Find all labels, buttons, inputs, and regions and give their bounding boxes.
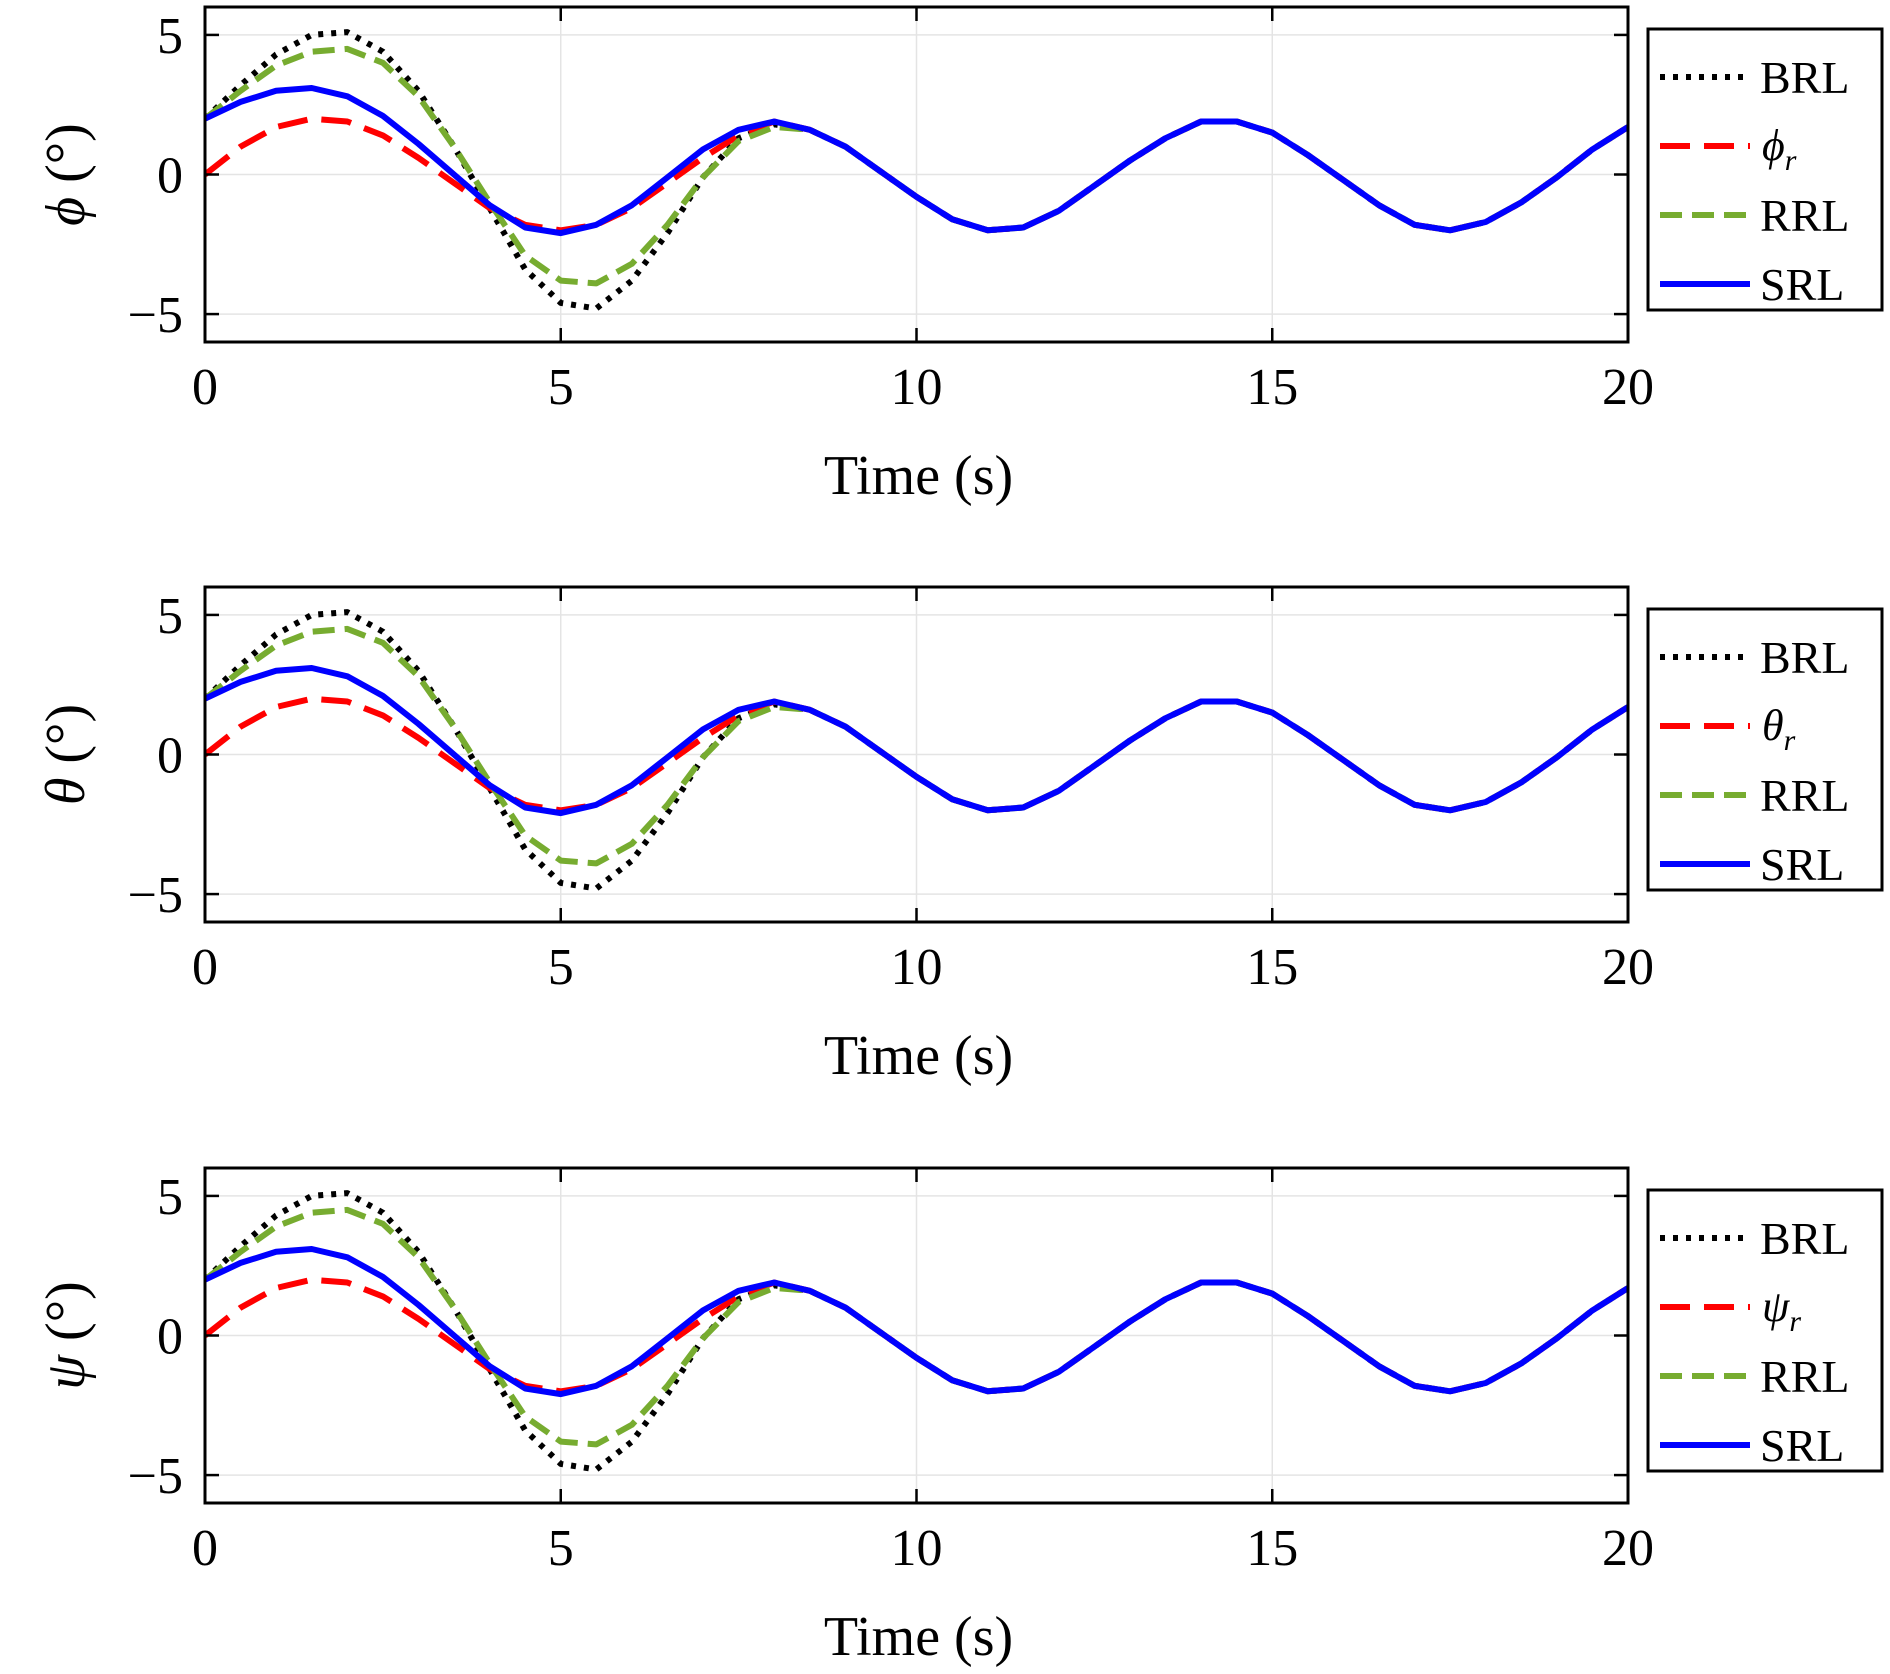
series-line-srl bbox=[205, 665, 1628, 817]
legend-label: SRL bbox=[1760, 259, 1844, 310]
y-axis-label-symbol: θ bbox=[35, 764, 97, 806]
y-axis-label-symbol: ψ bbox=[35, 1341, 97, 1390]
legend: BRL ϕr RRL SRL bbox=[1646, 27, 1884, 312]
series-group bbox=[205, 29, 1628, 312]
x-tick-label: 20 bbox=[1602, 939, 1654, 996]
y-axis-label-symbol: ϕ bbox=[35, 183, 97, 226]
legend-label: ϕr bbox=[1762, 121, 1797, 177]
legend-label: SRL bbox=[1760, 839, 1844, 890]
x-tick-label: 0 bbox=[192, 359, 218, 416]
series-line-srl bbox=[205, 1246, 1628, 1398]
y-tick-label: 5 bbox=[157, 8, 183, 65]
series-line-srl bbox=[205, 85, 1628, 237]
x-tick-label: 15 bbox=[1246, 359, 1298, 416]
legend-label-symbol: ψ bbox=[1762, 1282, 1790, 1331]
x-tick-label: 0 bbox=[192, 939, 218, 996]
legend: BRL ψr RRL SRL bbox=[1646, 1188, 1884, 1473]
y-tick-label: 5 bbox=[157, 1169, 183, 1226]
x-tick-label: 5 bbox=[548, 939, 574, 996]
legend-label-subscript: r bbox=[1785, 144, 1797, 177]
legend-label-subscript: r bbox=[1789, 1305, 1801, 1338]
legend-label: BRL bbox=[1760, 1213, 1849, 1264]
series-line-rrl bbox=[205, 45, 1628, 287]
x-axis-label: Time (s) bbox=[824, 445, 1013, 507]
x-tick-label: 10 bbox=[891, 359, 943, 416]
y-axis-label: ϕ (°) bbox=[35, 123, 97, 226]
y-tick-label: −5 bbox=[128, 1448, 183, 1505]
series-line-rrl bbox=[205, 625, 1628, 867]
legend: BRL θr RRL SRL bbox=[1646, 607, 1884, 892]
y-tick-label: −5 bbox=[128, 867, 183, 924]
y-axis-label-unit: (°) bbox=[35, 123, 97, 183]
series-group bbox=[205, 1190, 1628, 1473]
legend-label-symbol: θ bbox=[1762, 701, 1784, 750]
y-axis-label-unit: (°) bbox=[35, 1281, 97, 1341]
legend-label: ψr bbox=[1762, 1282, 1801, 1338]
y-tick-label: −5 bbox=[128, 287, 183, 344]
y-axis-label-unit: (°) bbox=[35, 704, 97, 764]
legend-label: RRL bbox=[1760, 190, 1849, 241]
x-tick-label: 5 bbox=[548, 359, 574, 416]
series-group bbox=[205, 609, 1628, 892]
legend-label: BRL bbox=[1760, 52, 1849, 103]
legend-label: SRL bbox=[1760, 1420, 1844, 1471]
x-tick-label: 15 bbox=[1246, 939, 1298, 996]
x-axis-label: Time (s) bbox=[824, 1606, 1013, 1668]
legend-label-symbol: ϕ bbox=[1762, 121, 1785, 170]
y-axis-label: θ (°) bbox=[35, 704, 97, 805]
y-tick-label: 0 bbox=[157, 728, 183, 785]
legend-label: θr bbox=[1762, 701, 1796, 757]
legend-label: RRL bbox=[1760, 770, 1849, 821]
x-tick-label: 15 bbox=[1246, 1520, 1298, 1577]
y-tick-label: 0 bbox=[157, 148, 183, 205]
x-tick-label: 0 bbox=[192, 1520, 218, 1577]
y-tick-label: 0 bbox=[157, 1309, 183, 1366]
series-line-rrl bbox=[205, 1206, 1628, 1448]
legend-label: BRL bbox=[1760, 632, 1849, 683]
y-axis-label: ψ (°) bbox=[35, 1281, 97, 1389]
x-tick-label: 20 bbox=[1602, 359, 1654, 416]
x-tick-label: 10 bbox=[891, 1520, 943, 1577]
legend-label: RRL bbox=[1760, 1351, 1849, 1402]
x-tick-label: 20 bbox=[1602, 1520, 1654, 1577]
x-axis-label: Time (s) bbox=[824, 1025, 1013, 1087]
x-tick-label: 5 bbox=[548, 1520, 574, 1577]
legend-label-subscript: r bbox=[1784, 724, 1796, 757]
y-tick-label: 5 bbox=[157, 588, 183, 645]
x-tick-label: 10 bbox=[891, 939, 943, 996]
